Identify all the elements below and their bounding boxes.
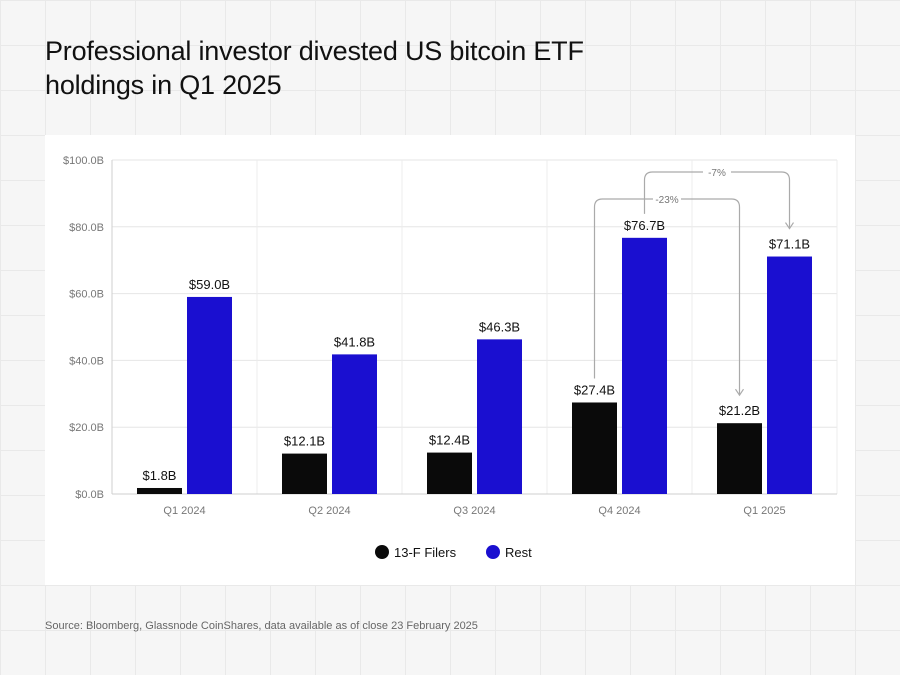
annotation-label-bg [653,192,681,205]
annotation-label-bg [703,165,731,178]
bar-rest [622,237,667,494]
legend-label-rest: Rest [505,545,532,560]
source-note: Source: Bloomberg, Glassnode CoinShares,… [45,620,478,632]
annotation-label: -23% [655,195,678,206]
data-label: $46.3B [479,319,520,334]
bar-chart: $0.0B $20.0B $40.0B $60.0B $80.0B $100.0B $1.8… [63,155,838,560]
data-label: $12.1B [284,434,325,449]
y-tick-label: $100.0B [63,155,104,167]
x-tick-label: Q3 2024 [453,505,495,517]
annotation-arrowhead [735,388,744,397]
bar-rest [477,339,522,494]
y-tick-label: $40.0B [69,355,104,367]
bar-rest [187,296,232,494]
y-tick-label: $80.0B [69,222,104,234]
x-tick-label: Q2 2024 [308,505,350,517]
x-tick-label: Q4 2024 [598,505,640,517]
bar-filers [427,452,472,494]
x-tick-label: Q1 2024 [163,505,205,517]
data-label: $41.8B [334,334,375,349]
data-label: $27.4B [574,382,615,397]
legend-label-filers: 13-F Filers [394,545,457,560]
data-label: $71.1B [769,237,810,252]
annotation-arrowhead [785,222,794,230]
bar-filers [137,487,182,494]
bar-rest [332,354,377,494]
bar-filers [572,402,617,494]
data-label: $1.8B [143,468,177,483]
legend-swatch-filers [375,545,389,559]
data-label: $76.7B [624,218,665,233]
y-tick-label: $60.0B [69,289,104,301]
page-title: Professional investor divested US bitcoi… [45,36,584,100]
y-tick-label: $20.0B [69,422,104,434]
y-tick-label: $0.0B [75,489,104,501]
bar-filers [282,453,327,494]
legend-swatch-rest [486,545,500,559]
data-label: $12.4B [429,433,470,448]
bar-filers [717,423,762,494]
annotation-label: -7% [708,168,726,179]
data-label: $21.2B [719,403,760,418]
chart-panel: $0.0B $20.0B $40.0B $60.0B $80.0B $100.0B $1.8… [45,135,855,585]
x-tick-label: Q1 2025 [743,505,785,517]
data-label: $59.0B [189,277,230,292]
bar-rest [767,256,812,494]
